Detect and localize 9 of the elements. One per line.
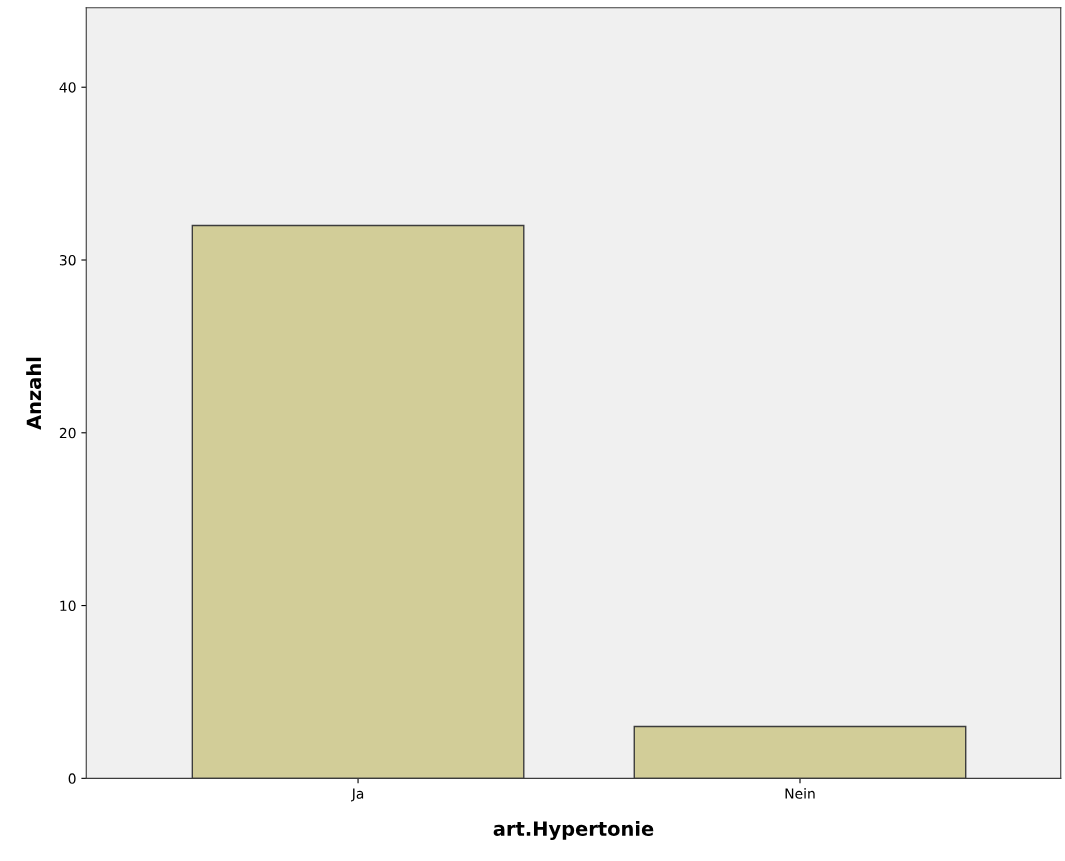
x-tick-label: Nein xyxy=(785,788,815,799)
y-tick-label: 0 xyxy=(68,773,76,784)
y-axis-title: Anzahl xyxy=(26,357,42,430)
y-tick-label: 40 xyxy=(59,82,76,93)
x-tick-label: Ja xyxy=(351,788,364,802)
x-axis-title: art.Hypertonie xyxy=(493,820,654,840)
y-tick-label: 30 xyxy=(59,254,76,266)
y-tick-label: 20 xyxy=(59,427,76,439)
y-tick-label: 10 xyxy=(60,600,76,612)
